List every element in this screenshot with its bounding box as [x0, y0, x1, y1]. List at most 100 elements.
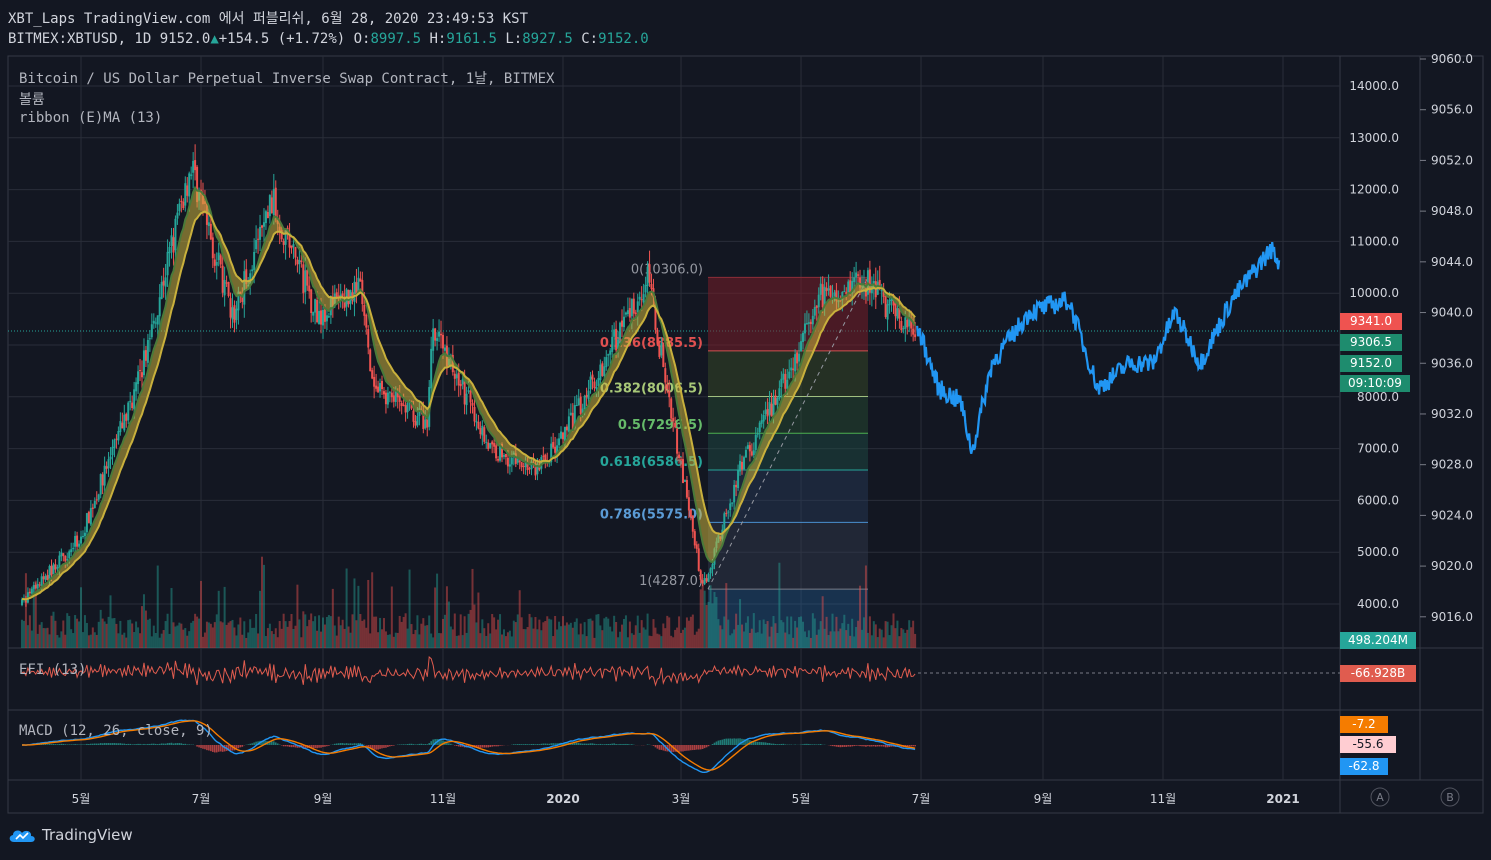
macd-histogram-bar: [477, 745, 480, 748]
candle-body: [394, 391, 397, 403]
macd-histogram-bar: [158, 743, 161, 745]
fib-zone: [708, 522, 868, 590]
macd-histogram-bar: [853, 745, 855, 747]
macd-histogram-bar: [914, 745, 916, 747]
candle-body: [563, 426, 566, 442]
volume-bar: [762, 619, 765, 648]
volume-bar: [487, 623, 490, 648]
macd-histogram-bar: [121, 743, 124, 745]
volume-bar: [117, 633, 120, 648]
macd-histogram-bar: [432, 739, 434, 745]
volume-bar: [74, 615, 77, 648]
candle-body: [705, 578, 708, 582]
candle-body: [685, 480, 688, 498]
volume-bar: [695, 631, 698, 648]
macd-histogram-bar: [747, 739, 749, 745]
x-tick-label: 9월: [314, 792, 333, 806]
macd-histogram-bar: [52, 743, 55, 745]
volume-bar: [298, 619, 301, 648]
candle-body: [36, 583, 39, 589]
macd-histogram-bar: [151, 743, 153, 745]
macd-histogram-bar: [404, 744, 407, 745]
candle-body: [353, 281, 356, 302]
macd-histogram-bar: [572, 743, 574, 745]
candle-body: [381, 380, 384, 390]
candle-body: [115, 438, 118, 440]
candle-body: [536, 464, 539, 475]
macd-histogram-bar: [611, 743, 613, 745]
volume-bar: [160, 633, 163, 648]
macd-histogram-bar: [855, 745, 857, 746]
volume-bar: [589, 618, 592, 648]
volume-bar: [780, 620, 783, 648]
volume-bar: [532, 628, 535, 648]
candle-body: [786, 379, 789, 389]
macd-histogram-bar: [859, 745, 861, 747]
candle-body: [180, 200, 183, 203]
macd-histogram-bar: [469, 745, 472, 748]
volume-bar: [428, 615, 431, 648]
candle-body: [388, 392, 391, 394]
macd-histogram-bar: [355, 743, 358, 745]
macd-histogram-bar: [485, 745, 488, 748]
scale-button[interactable]: [1440, 787, 1460, 807]
volume-bar: [595, 614, 598, 648]
candle-body: [367, 329, 370, 348]
candle-body: [249, 273, 252, 284]
candle-body: [510, 457, 513, 465]
macd-histogram-bar: [288, 745, 291, 747]
volume-bar: [180, 623, 183, 648]
volume-bar: [137, 627, 140, 648]
candle-body: [676, 428, 679, 454]
volume-bar: [650, 636, 653, 648]
candle-body: [402, 404, 405, 406]
volume-bar: [862, 617, 865, 648]
macd-histogram-bar: [483, 745, 486, 748]
tradingview-logo[interactable]: TradingView: [8, 826, 133, 844]
volume-bar: [613, 615, 616, 648]
macd-histogram-bar: [442, 740, 444, 745]
macd-histogram-bar: [731, 738, 733, 745]
scale-button[interactable]: [1370, 787, 1390, 807]
volume-bar: [483, 628, 486, 648]
volume-bar: [603, 618, 606, 648]
volume-bar: [528, 613, 531, 648]
candle-body: [613, 329, 616, 337]
candle-body: [579, 396, 582, 415]
candle-body: [756, 433, 759, 435]
volume-bar: [495, 629, 498, 648]
volume-bar: [207, 622, 210, 648]
volume-bar: [288, 621, 291, 648]
macd-histogram-bar: [422, 744, 425, 745]
volume-bar: [343, 628, 346, 648]
volume-bar: [697, 628, 700, 648]
macd-histogram-bar: [398, 744, 401, 745]
volume-bar: [26, 625, 29, 648]
candle-body: [327, 316, 330, 318]
candle-body: [418, 408, 421, 417]
macd-histogram-bar: [845, 745, 848, 747]
scale-button-label: B: [1446, 791, 1454, 804]
volume-bar: [569, 622, 572, 648]
macd-histogram-bar: [351, 743, 354, 745]
efi-plot: [21, 655, 916, 687]
macd-histogram-bar: [861, 745, 863, 747]
candle-body: [766, 409, 769, 417]
volume-bar: [678, 616, 681, 648]
candle-body: [506, 457, 509, 467]
macd-histogram-bar: [497, 745, 499, 747]
volume-bar: [36, 633, 39, 648]
volume-bar: [259, 590, 262, 648]
macd-histogram-bar: [664, 745, 667, 752]
macd-histogram-bar: [778, 744, 781, 745]
candle-body: [792, 368, 795, 371]
volume-bar: [766, 621, 769, 648]
volume-bar: [912, 620, 915, 648]
volume-bar: [774, 623, 777, 648]
macd-histogram-bar: [882, 745, 885, 747]
last-price: 9152.0: [159, 31, 211, 47]
overlay-y-tick-label: 9048.0: [1431, 204, 1473, 218]
candle-body: [654, 299, 657, 330]
volume-bar: [914, 633, 917, 648]
